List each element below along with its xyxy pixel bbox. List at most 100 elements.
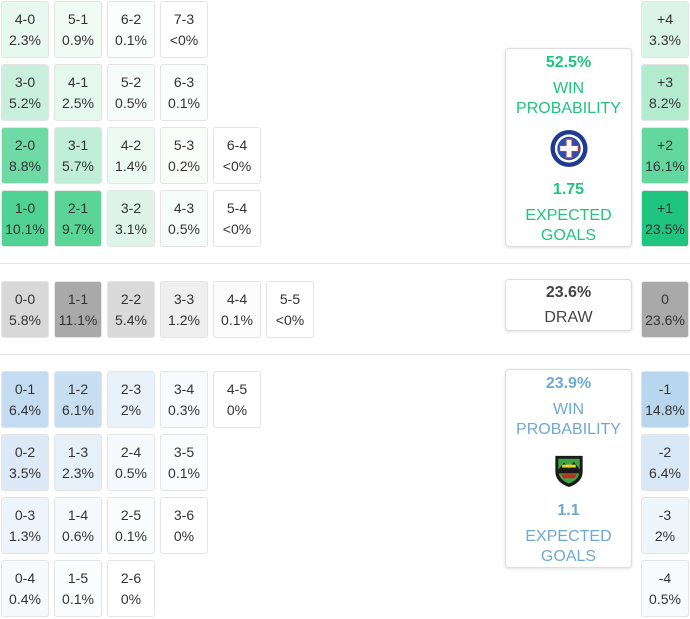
away-win-card: 23.9% WIN PROBABILITY 1.1 EXPECTED GOALS	[505, 369, 632, 568]
away-scoreline-cell-label: 0-4	[14, 569, 36, 586]
home-margin-cell-label: +3	[657, 73, 673, 90]
away-margin-cell-label: -2	[658, 443, 672, 460]
draw-percentage: 23.6%	[545, 284, 592, 301]
home-scoreline-cell: 7-3 <0%	[160, 1, 208, 58]
home-margin-cell-probability: 3.3%	[649, 31, 681, 48]
home-scoreline-cell-label: 4-2	[120, 136, 142, 153]
home-margin-cell: +4 3.3%	[641, 1, 689, 58]
away-scoreline-cell-probability: 2%	[120, 401, 142, 418]
home-scoreline-cell: 2-0 8.8%	[1, 127, 49, 184]
away-margin-cell-probability: 0.5%	[649, 590, 681, 607]
away-scoreline-cell: 3-6 0%	[160, 497, 208, 554]
away-scoreline-cell-probability: 0%	[120, 590, 142, 607]
home-scoreline-cell-probability: 0.1%	[168, 94, 200, 111]
home-scoreline-cell-probability: 10.1%	[5, 220, 45, 237]
away-scoreline-cell-label: 3-4	[173, 380, 195, 397]
home-scoreline-cell-label: 4-0	[14, 10, 36, 27]
away-scoreline-cell: 1-5 0.1%	[54, 560, 102, 617]
draw-margin-cell-label: 0	[661, 290, 669, 307]
away-scoreline-cell-probability: 0.6%	[62, 527, 94, 544]
home-scoreline-cell: 6-4 <0%	[213, 127, 261, 184]
away-margin-cell-label: -4	[658, 569, 672, 586]
away-scoreline-cell: 0-2 3.5%	[1, 434, 49, 491]
away-margin-cell: -1 14.8%	[641, 371, 689, 428]
home-scoreline-cell-probability: 8.8%	[9, 157, 41, 174]
home-scoreline-cell-probability: 0.2%	[168, 157, 200, 174]
away-margin-cell: -3 2%	[641, 497, 689, 554]
home-margin-cell-label: +4	[657, 10, 673, 27]
home-scoreline-cell-probability: 2.3%	[9, 31, 41, 48]
draw-scoreline-cell-probability: 0.1%	[221, 311, 253, 328]
home-scoreline-cell-label: 7-3	[173, 10, 195, 27]
draw-label: DRAW	[544, 309, 593, 326]
home-scoreline-cell-probability: 0.9%	[62, 31, 94, 48]
away-win-percentage: 23.9%	[545, 375, 592, 392]
away-scoreline-cell-label: 1-5	[67, 569, 89, 586]
draw-scoreline-cell-label: 5-5	[279, 290, 301, 307]
draw-margin-cell: 0 23.6%	[641, 281, 689, 338]
away-scoreline-cell-label: 1-2	[67, 380, 89, 397]
draw-scoreline-cell-probability: 5.8%	[9, 311, 41, 328]
away-margin-cell: -4 0.5%	[641, 560, 689, 617]
draw-scoreline-cell-label: 4-4	[226, 290, 248, 307]
home-scoreline-cell: 3-0 5.2%	[1, 64, 49, 121]
away-scoreline-cell: 3-5 0.1%	[160, 434, 208, 491]
home-scoreline-cell-label: 5-1	[67, 10, 89, 27]
home-margin-cell-probability: 8.2%	[649, 94, 681, 111]
home-margin-cell-label: +2	[657, 136, 673, 153]
home-win-percentage: 52.5%	[545, 54, 592, 71]
home-scoreline-cell-label: 3-1	[67, 136, 89, 153]
home-scoreline-cell-label: 5-2	[120, 73, 142, 90]
away-scoreline-cell-label: 1-4	[67, 506, 89, 523]
section-divider-home-draw	[0, 263, 690, 264]
home-scoreline-cell-probability: <0%	[222, 220, 252, 237]
home-scoreline-cell-label: 2-0	[14, 136, 36, 153]
away-margin-cell-probability: 6.4%	[649, 464, 681, 481]
draw-scoreline-cell: 5-5 <0%	[266, 281, 314, 338]
home-scoreline-cell: 5-3 0.2%	[160, 127, 208, 184]
home-scoreline-cell-label: 1-0	[14, 199, 36, 216]
draw-scoreline-cell-label: 1-1	[67, 290, 89, 307]
home-scoreline-cell: 6-3 0.1%	[160, 64, 208, 121]
away-scoreline-cell-probability: 0.3%	[168, 401, 200, 418]
away-scoreline-cell-probability: 0.5%	[115, 464, 147, 481]
home-scoreline-cell: 6-2 0.1%	[107, 1, 155, 58]
home-win-card: 52.5% WIN PROBABILITY 1.75 EXPECTED GOAL…	[505, 48, 632, 247]
away-scoreline-cell-label: 4-5	[226, 380, 248, 397]
home-scoreline-cell-label: 3-2	[120, 199, 142, 216]
away-scoreline-cell-probability: 3.5%	[9, 464, 41, 481]
home-margin-cell: +1 23.5%	[641, 190, 689, 247]
away-scoreline-cell-probability: 0.1%	[62, 590, 94, 607]
draw-scoreline-cell-probability: 11.1%	[58, 311, 98, 328]
home-scoreline-cell-label: 6-3	[173, 73, 195, 90]
away-scoreline-cell: 0-4 0.4%	[1, 560, 49, 617]
home-scoreline-cell-label: 6-4	[226, 136, 248, 153]
draw-scoreline-cell-probability: 1.2%	[168, 311, 200, 328]
away-scoreline-cell-probability: 1.3%	[9, 527, 41, 544]
draw-scoreline-cell-probability: 5.4%	[115, 311, 147, 328]
home-scoreline-cell: 4-1 2.5%	[54, 64, 102, 121]
draw-scoreline-cell: 3-3 1.2%	[160, 281, 208, 338]
home-margin-cell: +3 8.2%	[641, 64, 689, 121]
away-margin-cell-label: -1	[658, 380, 672, 397]
away-win-label-line2: PROBABILITY	[516, 421, 621, 438]
away-scoreline-cell-probability: 0.1%	[168, 464, 200, 481]
home-margin-cell-label: +1	[657, 199, 673, 216]
draw-card: 23.6% DRAW	[505, 279, 632, 331]
draw-scoreline-cell-label: 2-2	[120, 290, 142, 307]
section-divider-draw-away	[0, 354, 690, 355]
away-scoreline-cell-label: 0-2	[14, 443, 36, 460]
home-scoreline-cell-probability: <0%	[169, 31, 199, 48]
away-scoreline-cell: 0-3 1.3%	[1, 497, 49, 554]
home-scoreline-cell-probability: 1.4%	[115, 157, 147, 174]
home-xg-label-line1: EXPECTED	[525, 207, 612, 224]
away-scoreline-cell-label: 2-4	[120, 443, 142, 460]
away-scoreline-cell-label: 0-1	[14, 380, 36, 397]
draw-scoreline-cell: 1-1 11.1%	[54, 281, 102, 338]
away-margin-cell-probability: 2%	[654, 527, 676, 544]
away-scoreline-cell-probability: 0.1%	[115, 527, 147, 544]
draw-margin-cell-probability: 23.6%	[645, 311, 685, 328]
home-win-label-line1: WIN	[552, 80, 585, 97]
away-scoreline-cell: 2-4 0.5%	[107, 434, 155, 491]
home-win-label-line2: PROBABILITY	[516, 100, 621, 117]
